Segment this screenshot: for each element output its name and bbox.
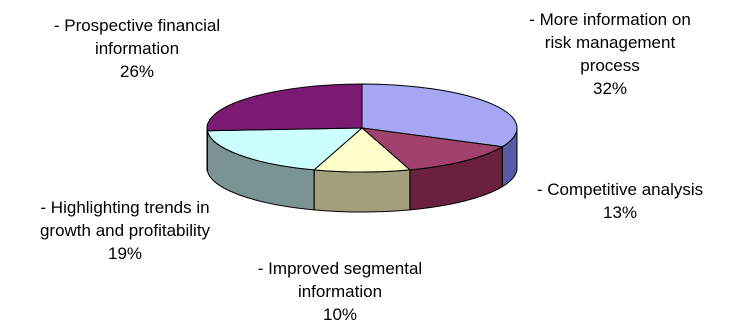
slice-top-highlighting-trends — [206, 127, 364, 171]
slice-label-segmental-information: - Improved segmental information 10% — [225, 257, 455, 326]
slice-label-highlighting-trends: - Highlighting trends in growth and prof… — [0, 196, 250, 265]
slice-top-segmental-information — [312, 127, 412, 173]
slice-percent: 19% — [107, 244, 143, 263]
slice-label-competitive-analysis: - Competitive analysis 13% — [505, 178, 735, 224]
slice-label-line: - Highlighting trends in — [40, 198, 210, 217]
slice-label-line: information — [297, 282, 383, 301]
slice-percent: 26% — [119, 62, 155, 81]
slice-label-line: - Improved segmental — [257, 259, 423, 278]
slice-top-prospective-financial — [206, 83, 363, 132]
slice-percent: 10% — [322, 305, 358, 324]
slice-label-line: - Competitive analysis — [536, 180, 704, 199]
slice-label-line: risk management — [544, 33, 676, 52]
slice-label-prospective-financial: - Prospective financial information 26% — [22, 14, 252, 83]
slice-top-risk-management — [361, 83, 518, 148]
pie-tops — [206, 83, 518, 173]
slice-label-line: information — [94, 39, 180, 58]
slice-label-line: growth and profitability — [39, 221, 211, 240]
slice-label-line: process — [580, 56, 640, 75]
slice-percent: 13% — [602, 203, 638, 222]
slice-label-line: - Prospective financial — [53, 16, 221, 35]
slice-side-segmental-information — [313, 169, 411, 213]
slice-top-competitive-analysis — [360, 127, 504, 171]
slice-label-risk-management: - More information on risk management pr… — [495, 8, 725, 100]
slice-label-line: - More information on — [529, 10, 691, 29]
slice-percent: 32% — [592, 79, 628, 98]
